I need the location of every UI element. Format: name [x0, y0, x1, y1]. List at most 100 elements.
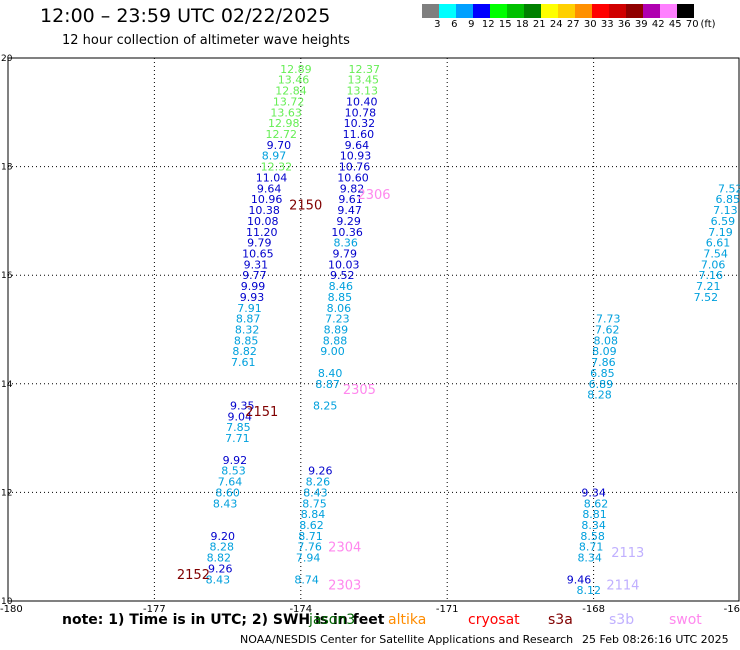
wave-height-point: 7.91	[237, 302, 262, 315]
legend-swatch	[507, 4, 524, 18]
wave-height-point: 10.60	[337, 171, 369, 184]
satellite-label: swot	[669, 612, 702, 628]
wave-height-point: 9.26	[308, 465, 333, 478]
legend-swatch	[609, 4, 626, 18]
wave-height-point: 9.70	[267, 139, 292, 152]
wave-height-point: 9.26	[208, 562, 233, 575]
legend-unit: (ft)	[700, 19, 716, 30]
legend-swatch	[524, 4, 541, 18]
wave-height-point: 9.79	[332, 247, 357, 260]
x-tick-label: -171	[436, 604, 459, 615]
legend-label: 39	[634, 19, 648, 30]
wave-height-legend: 3 6 9 12 15 18 21 24 27 30 33 36 39 42 45 70 (ft)	[422, 4, 740, 32]
x-tick-label: -168	[582, 604, 605, 615]
wave-height-point: 10.40	[346, 95, 378, 108]
track-id-label: 2113	[611, 546, 644, 561]
legend-swatches	[422, 4, 740, 18]
wave-height-point: 8.82	[207, 552, 232, 565]
y-tick-label: 16	[1, 271, 13, 281]
y-tick-label: 18	[1, 163, 13, 173]
wave-height-point: 7.94	[296, 552, 321, 565]
wave-height-point: 10.08	[247, 215, 279, 228]
y-tick-label: 20	[1, 54, 13, 64]
legend-label: 45	[668, 19, 682, 30]
wave-height-point: 12.84	[275, 85, 307, 98]
wave-height-point: 7.76	[297, 541, 322, 554]
wave-height-point: 8.28	[587, 389, 612, 402]
wave-height-point: 8.62	[299, 519, 324, 532]
wave-height-point: 8.71	[579, 541, 604, 554]
wave-height-point: 7.85	[226, 421, 251, 434]
wave-height-point: 9.35	[230, 400, 255, 413]
wave-height-point: 13.13	[347, 85, 379, 98]
wave-height-point: 9.92	[223, 454, 248, 467]
wave-height-point: 8.75	[302, 497, 327, 510]
wave-height-point: 8.53	[221, 465, 246, 478]
satellite-label: jason3	[309, 612, 356, 628]
wave-height-point: 10.03	[328, 258, 360, 271]
legend-swatch	[422, 4, 439, 18]
wave-height-point: 12.72	[266, 128, 298, 141]
wave-height-point: 7.64	[218, 476, 243, 489]
wave-height-point: 9.20	[210, 530, 235, 543]
legend-swatch	[660, 4, 677, 18]
legend-label: 18	[515, 19, 529, 30]
wave-height-point: 12.89	[280, 63, 312, 76]
satellite-label: s3a	[548, 612, 573, 628]
wave-height-point: 7.23	[325, 313, 350, 326]
wave-height-point: 10.78	[345, 106, 377, 119]
wave-height-point: 8.36	[333, 237, 358, 250]
wave-height-point: 13.72	[273, 95, 305, 108]
wave-height-point: 9.31	[244, 258, 269, 271]
wave-height-point: 10.36	[331, 226, 363, 239]
wave-height-point: 8.81	[582, 508, 607, 521]
wave-height-point: 8.87	[236, 313, 261, 326]
wave-height-point: 10.32	[344, 117, 376, 130]
legend-label: 12	[481, 19, 495, 30]
legend-label: 42	[651, 19, 665, 30]
wave-height-point: 6.89	[589, 378, 614, 391]
wave-height-point: 11.20	[246, 226, 278, 239]
x-tick-label: -177	[143, 604, 166, 615]
wave-height-point: 12.37	[348, 63, 380, 76]
wave-height-point: 10.93	[340, 150, 372, 163]
legend-swatch	[626, 4, 643, 18]
footer-note: note: 1) Time is in UTC; 2) SWH is in fe…	[62, 612, 385, 628]
legend-label: 33	[600, 19, 614, 30]
legend-swatch	[439, 4, 456, 18]
wave-height-point: 9.64	[345, 139, 370, 152]
legend-labels: 3 6 9 12 15 18 21 24 27 30 33 36 39 42 45 70 (ft)	[422, 18, 740, 32]
wave-height-point: 7.21	[696, 280, 721, 293]
wave-height-point: 12.98	[268, 117, 300, 130]
track-id-label: 2303	[328, 579, 361, 594]
wave-height-point: 9.04	[228, 410, 253, 423]
wave-height-point: 8.26	[306, 476, 331, 489]
track-id-label: 2152	[177, 568, 210, 583]
wave-height-point: 8.97	[262, 150, 287, 163]
wave-height-point: 9.52	[330, 269, 355, 282]
y-tick-label: 12	[1, 488, 12, 498]
wave-height-point: 8.89	[324, 324, 349, 337]
wave-height-point: 13.63	[270, 106, 302, 119]
wave-height-point: 9.93	[240, 291, 265, 304]
plot-frame	[7, 57, 740, 602]
wave-height-point: 7.62	[595, 324, 620, 337]
wave-height-point: 6.61	[706, 237, 731, 250]
wave-height-point: 8.09	[592, 345, 617, 358]
wave-height-point: 13.46	[278, 74, 310, 87]
x-tick-label: -16	[724, 604, 740, 615]
legend-label: 70	[685, 19, 699, 30]
y-tick-label: 14	[1, 380, 13, 390]
satellite-label: s3b	[609, 612, 635, 628]
wave-height-point: 13.45	[348, 74, 380, 87]
timestamp-text: 25 Feb 08:26:16 UTC 2025	[582, 633, 729, 646]
wave-height-point: 9.29	[336, 215, 361, 228]
x-tick-label: -174	[289, 604, 312, 615]
legend-label: 27	[566, 19, 580, 30]
wave-height-point: 8.84	[301, 508, 326, 521]
track-id-label: 2150	[289, 199, 322, 214]
legend-swatch	[490, 4, 507, 18]
wave-height-point: 8.82	[232, 345, 257, 358]
legend-label: 21	[532, 19, 546, 30]
